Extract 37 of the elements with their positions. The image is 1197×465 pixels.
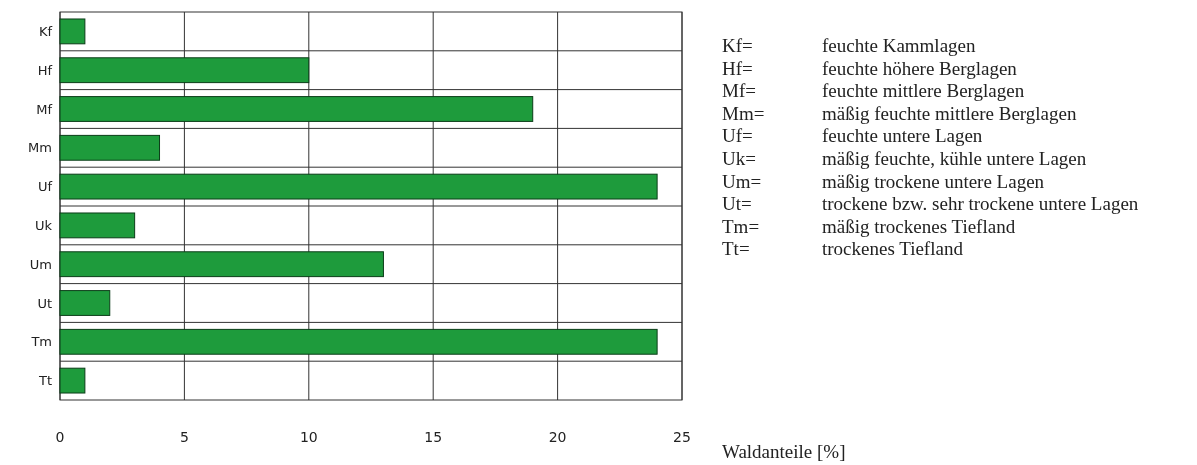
bar (59, 328, 658, 355)
bar (59, 18, 86, 45)
bar (59, 367, 86, 394)
text: Mf= feuchte mittlere Berglagen (722, 80, 1025, 102)
y-tick-label: Tm (30, 334, 52, 350)
x-axis-title: Waldanteile [%] (722, 441, 846, 462)
y-tick-label: Ut (37, 295, 52, 311)
text: Uk= mäßig feuchte, kühle untere Lagen (722, 148, 1087, 169)
text: Um= mäßig trockene untere Lagen (722, 170, 1045, 192)
x-tick-label: 5 (179, 429, 189, 445)
bar (59, 96, 534, 122)
text: Kf= feuchte Kammlagen (722, 35, 976, 56)
bar (59, 134, 161, 161)
text: Uf= feuchte untere Lagen (722, 125, 983, 147)
bar (59, 251, 384, 278)
y-tick-label: Um (29, 256, 52, 272)
x-tick-label: 0 (55, 429, 65, 445)
y-tick-label: Mf (36, 101, 53, 117)
bar (59, 290, 111, 316)
y-tick-label: Kf (38, 23, 53, 39)
text: Ut= trockene bzw. sehr trockene untere Lagen (722, 193, 1139, 215)
x-tick-label: 10 (299, 429, 318, 445)
x-tick-label: 20 (548, 429, 567, 445)
text: Tm= mäßig trockenes Tiefland (722, 215, 1016, 237)
bar (59, 57, 310, 84)
y-tick-label: Hf (37, 62, 53, 78)
text: Hf= feuchte höhere Berglagen (722, 57, 1017, 79)
bar (59, 212, 136, 239)
bar (59, 173, 658, 200)
x-tick-label: 25 (673, 429, 691, 445)
text: Mm= mäßig feuchte mittlere Berglagen (722, 102, 1077, 124)
y-tick-label: Uk (34, 217, 53, 233)
y-tick-label: Mm (28, 140, 52, 156)
y-tick-label: Tt (37, 373, 52, 389)
y-tick-label: Uf (37, 179, 53, 195)
x-tick-label: 15 (424, 429, 443, 445)
text: Tt= trockenes Tiefland (722, 238, 963, 260)
